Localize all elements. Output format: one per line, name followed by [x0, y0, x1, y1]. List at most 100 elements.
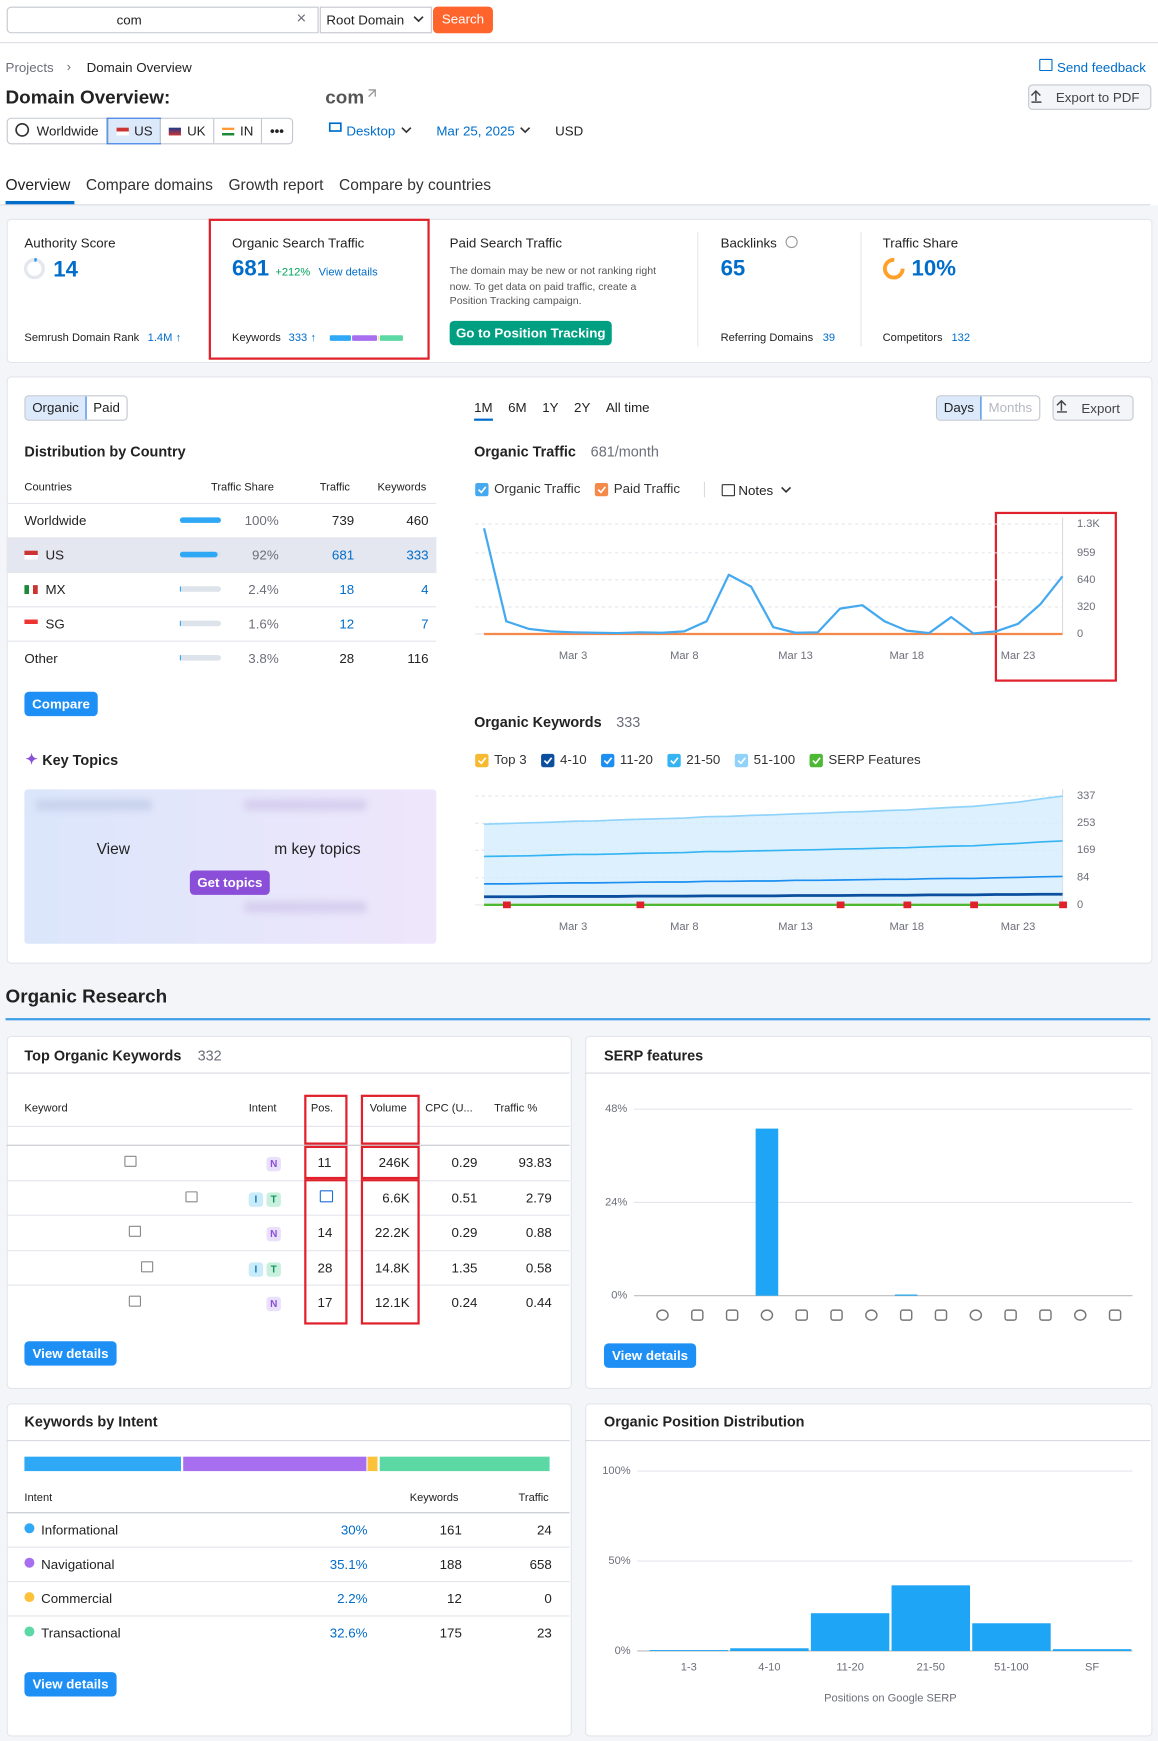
keywords[interactable]: 333 [406, 547, 429, 563]
share-value[interactable]: 10% [911, 256, 956, 281]
tab[interactable]: Compare domains [85, 175, 213, 194]
intent-share[interactable]: 32.6% [329, 1625, 368, 1641]
tab[interactable]: Overview [5, 175, 71, 194]
key-topics-suffix: m key topics [274, 839, 361, 858]
share-label: 100% [244, 512, 279, 529]
worldwide[interactable]: Worldwide [36, 123, 99, 139]
keywords[interactable]: 4 [421, 581, 429, 598]
periods: 1M 6M 1Y 2Y All time [474, 399, 650, 421]
share-bar [179, 551, 218, 558]
row-bg [6, 640, 437, 677]
traffic-title: Organic Traffic [474, 442, 576, 460]
position-tracking-button[interactable]: Go to Position Tracking [449, 320, 612, 346]
keyword-icon [128, 1225, 142, 1237]
divider [697, 232, 699, 347]
flag [116, 127, 129, 136]
column-header: CPC (U... [425, 1102, 473, 1115]
authority-value[interactable]: 14 [53, 257, 78, 283]
breadcrumb-projects[interactable]: Projects [5, 59, 54, 76]
traffic[interactable]: 681 [331, 547, 355, 563]
row-bg [6, 606, 437, 642]
active-tab-underline [5, 200, 75, 205]
tab[interactable]: Compare by countries [339, 175, 492, 194]
days[interactable]: Days [937, 396, 982, 420]
competitors-value[interactable]: 132 [951, 331, 971, 345]
traffic[interactable]: 18 [339, 581, 355, 598]
keywords-subtitle: 333 [616, 713, 641, 731]
flag [24, 585, 38, 594]
divider [860, 232, 862, 347]
research-title: Organic Research [5, 985, 168, 1008]
period[interactable]: 2Y [574, 399, 591, 416]
cpc: 1.35 [451, 1259, 478, 1276]
intent-share[interactable]: 35.1% [329, 1556, 368, 1573]
date-filter[interactable]: Mar 25, 2025 [436, 123, 515, 139]
country-option[interactable]: US [106, 117, 162, 145]
share-label: Traffic Share [882, 235, 959, 251]
card-header-line [6, 1440, 570, 1442]
intent-name: Navigational [41, 1556, 115, 1573]
more-button[interactable]: ••• [261, 118, 292, 144]
period[interactable]: 1Y [542, 399, 559, 416]
toggle-paid[interactable]: Paid [93, 399, 120, 416]
granularity-toggle: Days Months [935, 395, 1040, 421]
country-option[interactable]: UK [160, 118, 213, 144]
intent-share[interactable]: 2.2% [337, 1591, 368, 1607]
column-header: Intent [248, 1102, 277, 1115]
view-details-button[interactable]: View details [603, 1343, 697, 1368]
search-button[interactable]: Search [433, 6, 493, 34]
country-option[interactable]: IN [213, 118, 261, 144]
get-topics-button[interactable]: Get topics [189, 870, 270, 895]
device-filter[interactable]: Desktop [346, 123, 396, 139]
toggle-organic[interactable]: Organic [25, 396, 87, 420]
search-input[interactable] [6, 6, 319, 34]
view-details-button[interactable]: View details [24, 1341, 117, 1366]
research-underline [5, 1018, 1151, 1021]
keywords-value[interactable]: 333 [289, 332, 316, 344]
intent-share[interactable]: 30% [340, 1522, 368, 1538]
intent-badge: N [266, 1156, 281, 1172]
tabs-border [0, 204, 1151, 206]
country: SG [45, 616, 65, 632]
volume: 246K [378, 1154, 410, 1171]
notes[interactable]: Notes [738, 482, 774, 499]
rank-value[interactable]: 1.4M [148, 332, 182, 344]
row-bg [6, 502, 437, 539]
period[interactable]: 1M [474, 400, 493, 421]
intent-bar-segment [24, 1456, 181, 1472]
keywords: 116 [407, 650, 429, 667]
blur-block [35, 799, 153, 811]
serp-feature-icon [319, 1189, 334, 1202]
intent-keywords: 161 [439, 1522, 462, 1538]
compare-button[interactable]: Compare [24, 691, 98, 717]
position-card [585, 1403, 1153, 1737]
tab[interactable]: Growth report [228, 175, 324, 194]
col-keywords: Keywords [409, 1492, 459, 1505]
referring-label: Referring Domains [720, 331, 814, 345]
domain-name: com [325, 86, 365, 108]
period[interactable]: 6M [508, 399, 527, 416]
keywords[interactable]: 7 [421, 616, 429, 632]
flag [169, 127, 182, 136]
intent-dot [24, 1592, 35, 1603]
backlinks-value[interactable]: 65 [720, 256, 746, 281]
clear-icon[interactable]: × [296, 8, 307, 28]
traffic[interactable]: 12 [339, 616, 355, 632]
intent-traffic: 24 [536, 1522, 552, 1538]
send-feedback[interactable]: Send feedback [1056, 59, 1146, 76]
paid-note: The domain may be new or not ranking rig… [449, 265, 657, 308]
view-details-link[interactable]: View details [318, 266, 378, 279]
organic-value[interactable]: 681 [232, 256, 270, 281]
traffic-subtitle: 681/month [590, 442, 659, 460]
months[interactable]: Months [988, 399, 1033, 416]
period[interactable]: All time [605, 399, 650, 416]
organic-label: Organic Search Traffic [232, 235, 365, 251]
view-details-button[interactable]: View details [24, 1672, 117, 1697]
intent-badge: N [266, 1226, 281, 1242]
distribution-title: Distribution by Country [24, 442, 186, 460]
volume: 14.8K [374, 1259, 410, 1276]
referring-value[interactable]: 39 [822, 331, 836, 345]
country: Other [24, 650, 58, 667]
